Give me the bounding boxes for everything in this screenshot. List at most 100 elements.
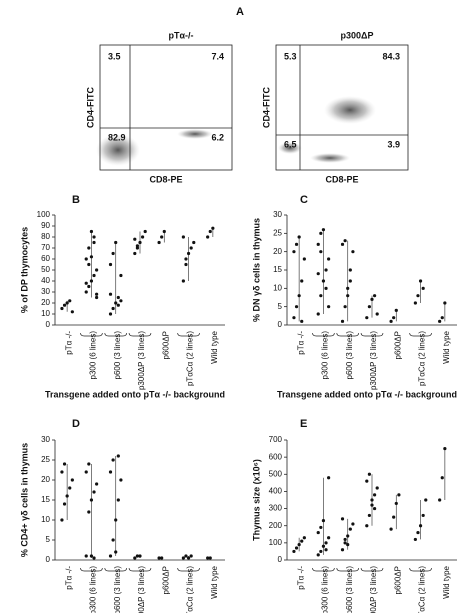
data-point: [373, 506, 377, 511]
x-tick-label: p600ΔP: [161, 566, 170, 594]
x-tick-label: p600ΔP: [393, 331, 402, 359]
data-point: [92, 490, 96, 494]
data-point: [392, 515, 396, 519]
data-point: [321, 279, 326, 283]
x-tick-label: p300 (6 lines): [89, 566, 98, 613]
data-point: [87, 510, 91, 514]
x-tick-label: Wild type: [442, 330, 451, 363]
data-point: [319, 525, 323, 530]
data-point: [119, 478, 123, 482]
data-point: [92, 556, 96, 560]
y-tick-label: 0: [46, 320, 51, 329]
data-point: [316, 553, 320, 557]
panel-label: E: [300, 418, 307, 430]
x-tick-label: p300ΔP (3 lines): [369, 331, 378, 390]
x-tick-label: p600 (3 lines): [113, 331, 122, 380]
data-point: [367, 305, 371, 309]
data-point: [65, 301, 69, 305]
data-point: [348, 279, 352, 283]
data-point: [162, 229, 166, 234]
data-point: [324, 268, 328, 272]
data-point: [416, 294, 420, 298]
data-point: [365, 316, 369, 320]
data-point: [324, 286, 328, 290]
data-point: [316, 530, 320, 535]
data-point: [375, 486, 379, 490]
data-point: [300, 279, 304, 283]
y-tick-label: 200: [269, 521, 283, 530]
data-point: [192, 240, 196, 245]
data-point: [186, 556, 191, 560]
quadrant-value: 3.9: [387, 139, 400, 149]
data-point: [392, 316, 396, 320]
data-point: [143, 229, 147, 234]
data-point: [343, 239, 347, 243]
data-point: [157, 240, 161, 245]
data-point: [157, 556, 161, 560]
x-tick-label: pTα -/-: [64, 331, 73, 355]
plot-title: pTα-/-: [168, 30, 193, 40]
data-point: [324, 548, 328, 552]
data-point: [62, 303, 67, 307]
data-point: [443, 301, 447, 305]
y-tick-label: 300: [269, 504, 283, 513]
data-point: [316, 242, 320, 246]
data-point: [321, 518, 326, 523]
y-tick-label: 0: [46, 555, 51, 564]
data-point: [108, 554, 113, 558]
y-tick-label: 25: [273, 228, 282, 237]
x-tick-label: pTα -/-: [64, 566, 73, 590]
quadrant-value: 82.9: [108, 132, 126, 142]
data-point: [397, 493, 401, 497]
group-bracket: [360, 567, 384, 572]
data-point: [416, 530, 420, 535]
group-bracket: [409, 567, 432, 572]
data-point: [348, 268, 352, 272]
data-point: [351, 522, 355, 526]
panel-label: C: [300, 194, 308, 206]
data-point: [343, 541, 347, 545]
x-tick-label: p300ΔP (3 lines): [369, 566, 378, 613]
x-tick-label: p600 (3 lines): [345, 331, 354, 380]
x-axis-label: Transgene added onto pTα -/- background: [277, 389, 457, 399]
panel-label: D: [72, 418, 80, 430]
quadrant-value: 84.3: [382, 51, 400, 61]
data-point: [89, 498, 94, 502]
data-point: [340, 517, 345, 521]
y-axis-label: % of DP thymocytes: [19, 227, 29, 313]
group-bracket: [336, 567, 359, 572]
x-axis-label: Transgene added onto pTα -/- background: [45, 389, 225, 399]
data-point: [84, 281, 88, 285]
data-point: [389, 319, 393, 323]
quadrant-value: 6.5: [284, 139, 297, 149]
data-point: [297, 542, 301, 547]
data-point: [89, 255, 94, 259]
y-tick-label: 20: [41, 298, 50, 307]
data-point: [95, 295, 99, 300]
data-point: [327, 305, 331, 309]
group-bracket: [409, 332, 432, 337]
data-point: [111, 251, 115, 256]
y-tick-label: 25: [41, 455, 50, 464]
data-point: [181, 279, 185, 283]
data-point: [116, 295, 120, 300]
data-point: [292, 250, 296, 254]
data-point: [327, 536, 331, 540]
group-bracket: [104, 332, 127, 337]
data-point: [365, 524, 369, 528]
data-point: [141, 235, 145, 239]
data-point: [186, 251, 191, 256]
y-tick-label: 700: [269, 435, 283, 444]
data-point: [389, 527, 393, 531]
y-tick-label: 10: [273, 283, 282, 292]
x-tick-label: Wild type: [442, 565, 451, 598]
data-point: [424, 498, 428, 502]
quadrant-value: 7.4: [211, 51, 224, 61]
data-point: [89, 229, 94, 234]
y-tick-label: 0: [278, 320, 283, 329]
data-point: [138, 554, 142, 558]
data-point: [340, 242, 345, 246]
data-point: [111, 306, 115, 311]
y-tick-label: 40: [41, 276, 50, 285]
